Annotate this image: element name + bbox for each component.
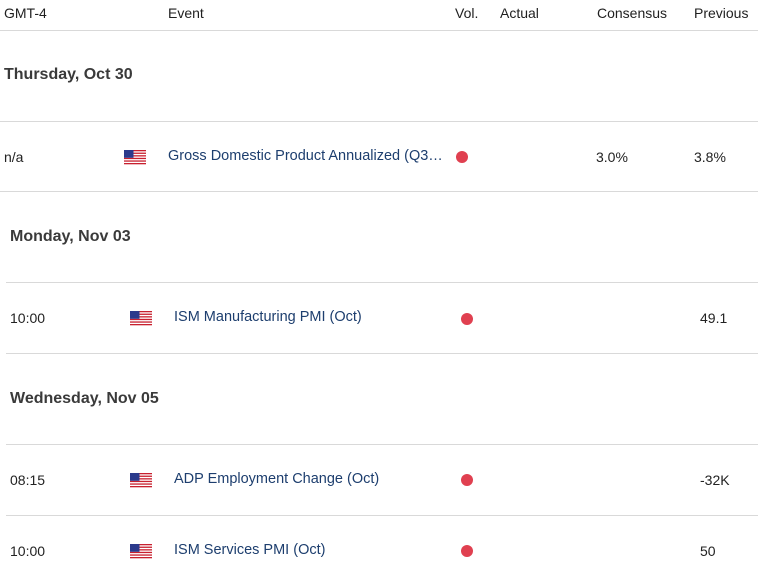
day-heading: Wednesday, Nov 05	[10, 390, 159, 407]
event-link[interactable]: ISM Services PMI (Oct)	[174, 542, 326, 558]
previous-value: 49.1	[700, 310, 728, 326]
header-previous: Previous	[694, 5, 749, 21]
previous-value: 50	[700, 543, 716, 559]
us-flag-icon	[130, 311, 152, 326]
event-link[interactable]: Gross Domestic Product Annualized (Q3…	[168, 148, 443, 164]
event-time: 10:00	[10, 543, 46, 559]
header-divider	[0, 30, 758, 31]
row-divider	[0, 121, 758, 122]
previous-value: -32K	[700, 472, 730, 488]
event-time: 10:00	[10, 310, 46, 326]
us-flag-icon	[124, 150, 146, 165]
row-divider	[6, 353, 758, 354]
consensus-value: 3.0%	[596, 149, 628, 165]
header-vol: Vol.	[455, 5, 479, 21]
event-time: n/a	[4, 149, 24, 165]
event-link[interactable]: ISM Manufacturing PMI (Oct)	[174, 309, 362, 325]
day-heading: Thursday, Oct 30	[4, 66, 133, 83]
us-flag-icon	[130, 473, 152, 488]
header-consensus: Consensus	[597, 5, 668, 21]
header-timezone: GMT-4	[4, 5, 47, 21]
header-actual: Actual	[500, 5, 539, 21]
row-divider	[0, 191, 758, 192]
row-divider	[6, 444, 758, 445]
high-volatility-icon	[461, 313, 473, 325]
event-link[interactable]: ADP Employment Change (Oct)	[174, 471, 380, 487]
us-flag-icon	[130, 544, 152, 559]
previous-value: 3.8%	[694, 149, 726, 165]
day-heading: Monday, Nov 03	[10, 228, 131, 245]
header-event: Event	[168, 5, 204, 21]
row-divider	[6, 515, 758, 516]
row-divider	[6, 282, 758, 283]
high-volatility-icon	[456, 151, 468, 163]
high-volatility-icon	[461, 545, 473, 557]
high-volatility-icon	[461, 474, 473, 486]
event-time: 08:15	[10, 472, 46, 488]
